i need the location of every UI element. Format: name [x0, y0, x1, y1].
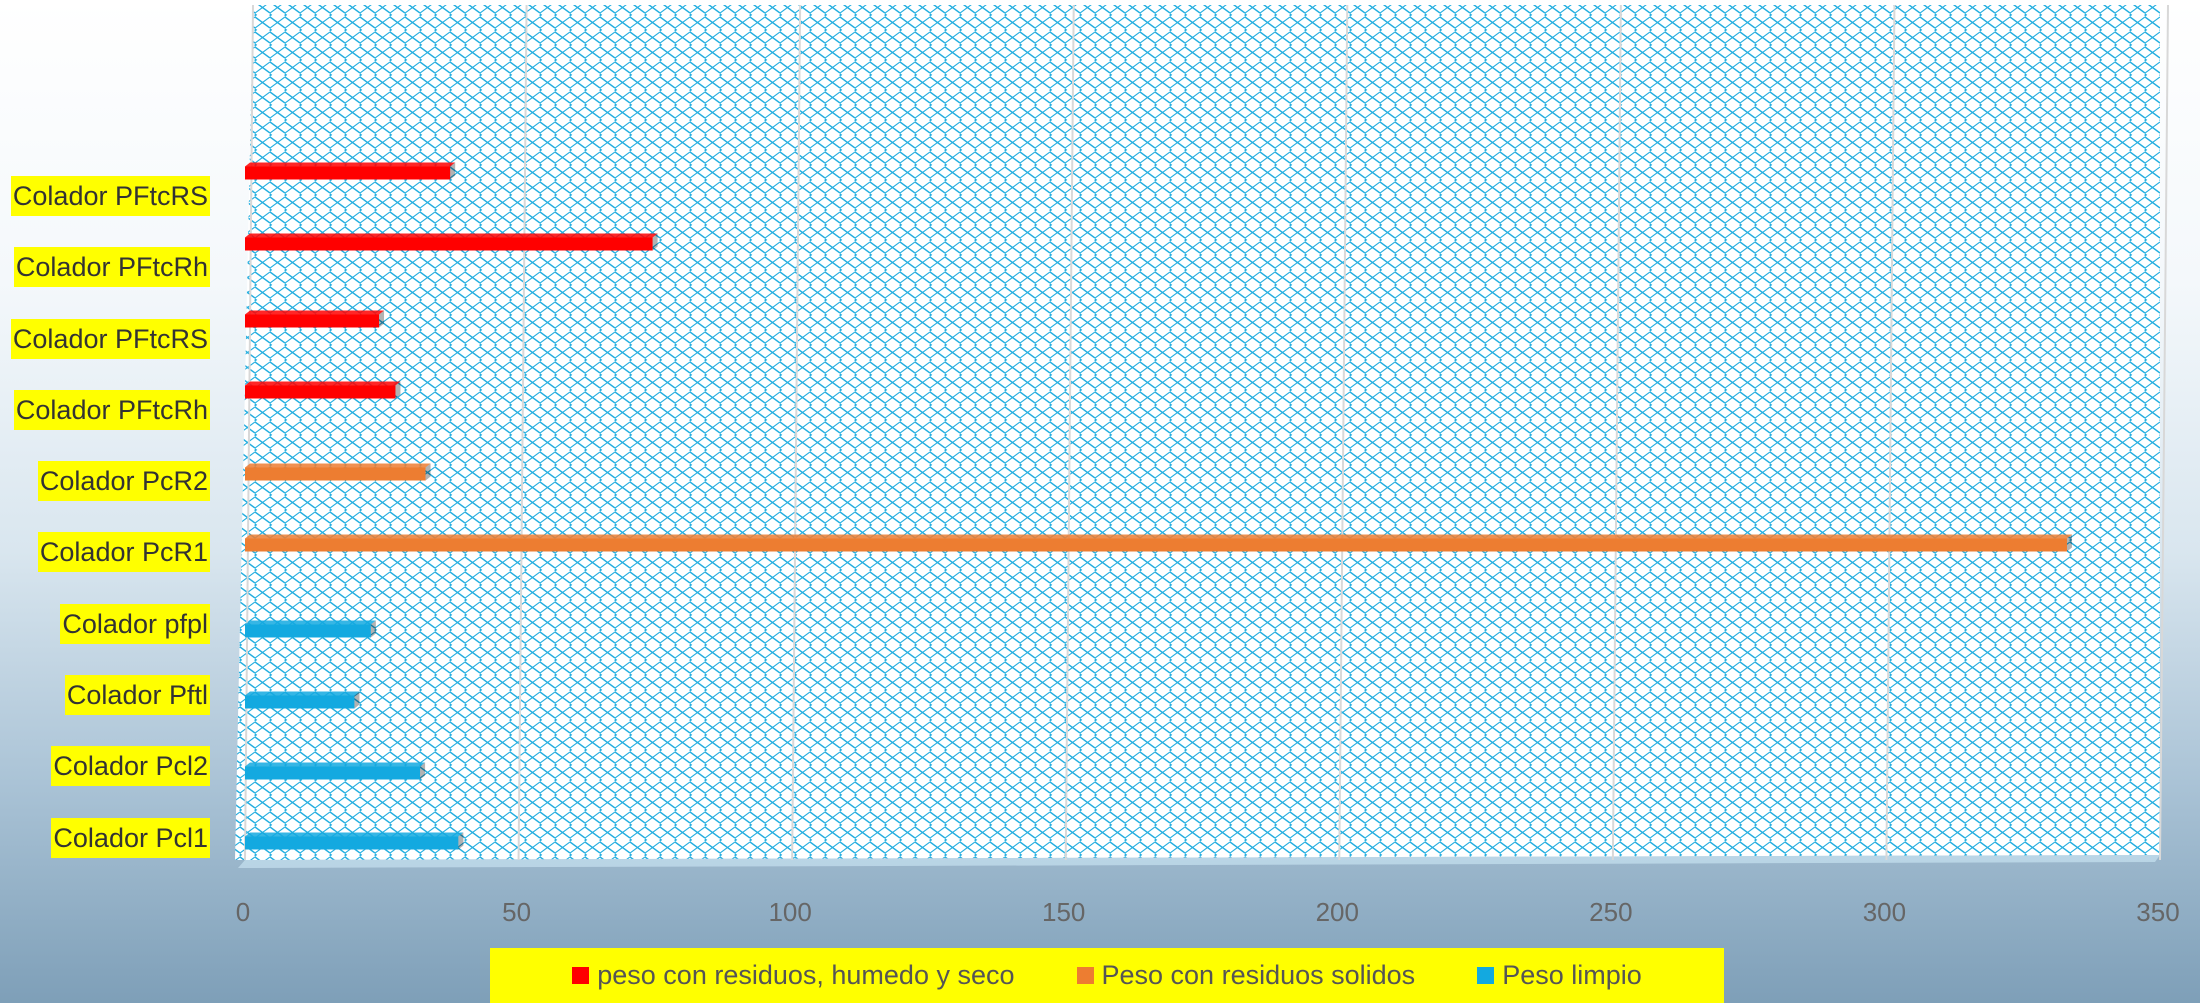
x-tick-label: 50	[502, 897, 531, 927]
category-label: Colador Pcl2	[51, 746, 210, 786]
category-label: Colador PcR2	[37, 461, 210, 501]
bar	[245, 691, 360, 709]
plot-area	[235, 5, 2160, 860]
chart-legend: peso con residuos, humedo y seco Peso co…	[490, 948, 1724, 1003]
category-label: Colador Pftl	[64, 675, 210, 715]
x-tick-label: 0	[236, 897, 250, 927]
category-label: Colador PFtcRS	[10, 176, 210, 216]
x-tick-label: 350	[2136, 897, 2179, 927]
legend-swatch-blue	[1477, 967, 1495, 984]
bar	[245, 233, 658, 251]
category-label: Colador PcR1	[37, 532, 210, 572]
plot-floor	[238, 855, 2160, 868]
legend-swatch-red	[572, 967, 590, 984]
x-tick-label: 100	[768, 897, 811, 927]
category-label: Colador PFtcRh	[13, 247, 210, 287]
bar	[245, 832, 464, 850]
bar	[245, 162, 456, 180]
gridline	[1885, 4, 1896, 861]
bar	[245, 463, 431, 481]
bar	[245, 310, 385, 328]
gridline	[1338, 4, 1349, 861]
gridline	[1611, 4, 1622, 861]
legend-swatch-orange	[1076, 967, 1094, 984]
bar	[245, 534, 2072, 552]
legend-label: peso con residuos, humedo y seco	[597, 960, 1015, 990]
bar	[245, 381, 401, 399]
legend-label: Peso con residuos solidos	[1101, 960, 1416, 990]
gridline	[2159, 4, 2169, 861]
bar	[245, 762, 426, 780]
legend-item-wet-dry: peso con residuos, humedo y seco	[572, 960, 1015, 991]
legend-label: Peso limpio	[1502, 960, 1642, 990]
gridline	[791, 4, 802, 861]
x-tick-label: 250	[1589, 897, 1632, 927]
bar	[245, 620, 376, 638]
legend-item-solids: Peso con residuos solidos	[1076, 960, 1416, 991]
x-tick-label: 300	[1863, 897, 1906, 927]
category-label: Colador Pcl1	[51, 818, 210, 858]
category-label: Colador pfpl	[60, 604, 210, 644]
gridline	[244, 4, 254, 861]
category-label: Colador PFtcRS	[10, 319, 210, 359]
gridline	[517, 4, 528, 861]
x-tick-label: 150	[1042, 897, 1085, 927]
gridline	[1064, 4, 1075, 861]
x-tick-label: 200	[1316, 897, 1359, 927]
category-label: Colador PFtcRh	[13, 390, 210, 430]
legend-item-clean: Peso limpio	[1477, 960, 1642, 991]
